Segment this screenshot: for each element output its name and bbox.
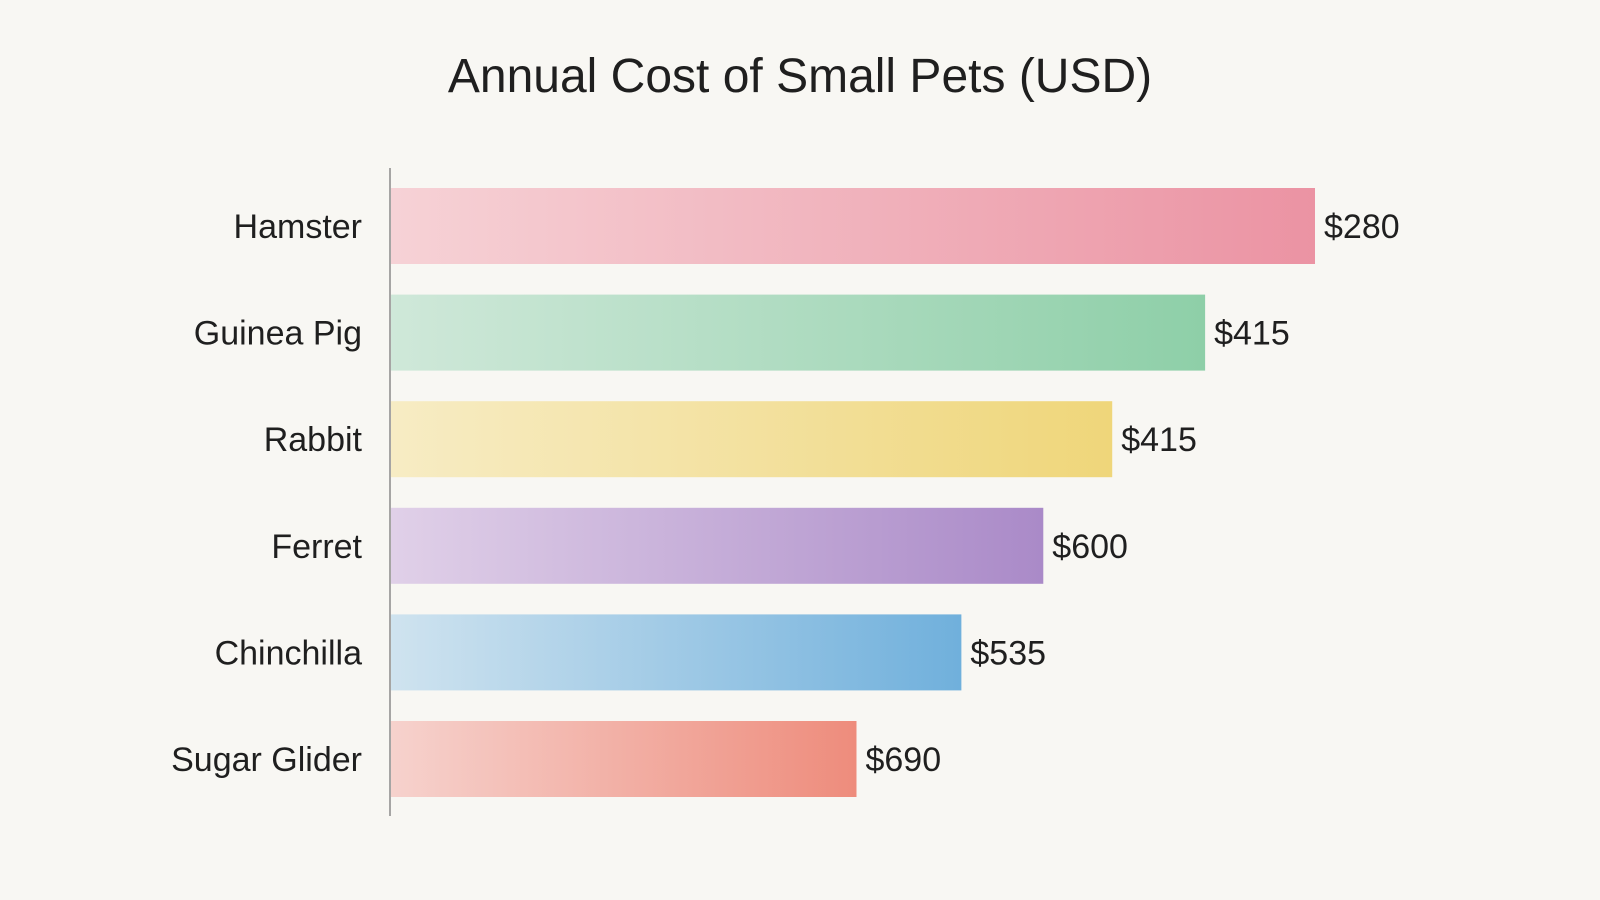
bars-group: Hamster $280 Guinea Pig $415 Rabbit $415 Ferre… <box>171 188 1400 797</box>
bar-ferret <box>391 507 1044 584</box>
category-label-guinea-pig: Guinea Pig <box>194 315 362 353</box>
bar-chinchilla <box>391 614 962 691</box>
bar-rabbit <box>391 401 1113 478</box>
category-label-hamster: Hamster <box>234 208 362 246</box>
value-label-chinchilla: $535 <box>970 634 1046 672</box>
value-label-sugar-glider: $690 <box>865 741 941 779</box>
chart-title: Annual Cost of Small Pets (USD) <box>448 50 1152 103</box>
bar-hamster <box>391 188 1315 264</box>
value-label-hamster: $280 <box>1324 208 1400 246</box>
category-label-ferret: Ferret <box>271 528 362 566</box>
bar-guinea-pig <box>391 294 1206 371</box>
bar-sugar-glider <box>391 721 857 797</box>
category-label-sugar-glider: Sugar Glider <box>171 741 362 779</box>
value-label-ferret: $600 <box>1052 528 1128 566</box>
value-label-rabbit: $415 <box>1121 421 1197 459</box>
category-label-chinchilla: Chinchilla <box>215 634 362 672</box>
category-label-rabbit: Rabbit <box>264 421 363 459</box>
value-label-guinea-pig: $415 <box>1214 315 1290 353</box>
